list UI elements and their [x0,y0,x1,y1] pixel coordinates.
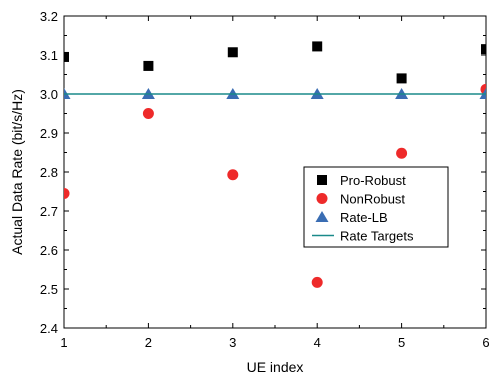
x-tick-label: 5 [398,335,405,350]
legend-label: NonRobust [340,192,405,207]
y-tick-label: 3.0 [40,87,58,102]
legend-label: Rate Targets [340,229,414,244]
x-tick-label: 4 [314,335,321,350]
axis-ticks: 1 2 3 4 5 6 2.4 2.5 2.6 2.7 2.8 2.9 3.0 3.1 3.2 [40,9,490,350]
y-tick-label: 2.7 [40,204,58,219]
legend-box [303,166,449,248]
circle-point [396,147,408,159]
y-tick-label: 2.9 [40,126,58,141]
legend-swatch-triangle [315,211,329,222]
series-pro-robust [64,41,486,84]
y-axis-title: Actual Data Rate (bit/s/Hz) [9,89,25,255]
square-point [396,73,407,84]
circle-point [227,169,239,181]
legend-swatch-square [317,175,327,185]
x-tick-label: 1 [60,335,67,350]
y-tick-label: 2.5 [40,282,58,297]
x-tick-label: 3 [229,335,236,350]
y-tick-label: 2.6 [40,243,58,258]
y-tick-label: 3.2 [40,9,58,24]
legend-swatch-circle [316,193,328,204]
circle-point [64,187,70,199]
y-tick-label: 2.8 [40,165,58,180]
legend: Pro-Robust NonRobust Rate-LB Rate Targets [303,166,449,248]
square-point [143,60,154,71]
legend-label: Rate-LB [340,210,388,225]
square-point [64,51,69,62]
circle-point [311,276,323,288]
square-point [312,41,323,52]
data-series [64,41,486,288]
square-point [227,47,238,58]
y-tick-label: 3.1 [40,48,58,63]
x-tick-label: 6 [482,335,489,350]
circle-point [142,108,154,119]
legend-label: Pro-Robust [340,173,406,188]
square-point [481,44,486,55]
x-tick-label: 2 [145,335,152,350]
x-axis-title: UE index [247,359,304,375]
y-tick-label: 2.4 [40,321,58,336]
